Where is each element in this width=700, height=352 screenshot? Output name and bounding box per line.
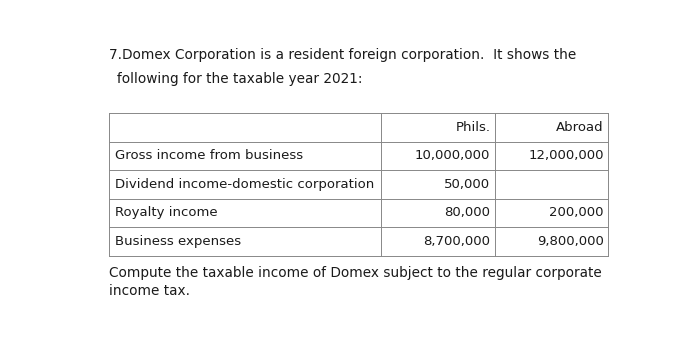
Text: 9,800,000: 9,800,000 [537,235,603,248]
Text: 7.Domex Corporation is a resident foreign corporation.  It shows the: 7.Domex Corporation is a resident foreig… [109,48,577,62]
Text: following for the taxable year 2021:: following for the taxable year 2021: [117,71,363,86]
Text: 10,000,000: 10,000,000 [415,149,491,162]
Text: 200,000: 200,000 [549,206,603,219]
Text: Dividend income-domestic corporation: Dividend income-domestic corporation [116,178,374,191]
Text: Gross income from business: Gross income from business [116,149,304,162]
Text: Royalty income: Royalty income [116,206,218,219]
Text: 12,000,000: 12,000,000 [528,149,603,162]
Text: 8,700,000: 8,700,000 [424,235,491,248]
Text: Phils.: Phils. [456,121,491,134]
Text: Business expenses: Business expenses [116,235,241,248]
Text: income tax.: income tax. [109,284,190,298]
Text: 80,000: 80,000 [444,206,491,219]
Text: Abroad: Abroad [556,121,603,134]
Text: 50,000: 50,000 [444,178,491,191]
Text: Compute the taxable income of Domex subject to the regular corporate: Compute the taxable income of Domex subj… [109,265,602,279]
